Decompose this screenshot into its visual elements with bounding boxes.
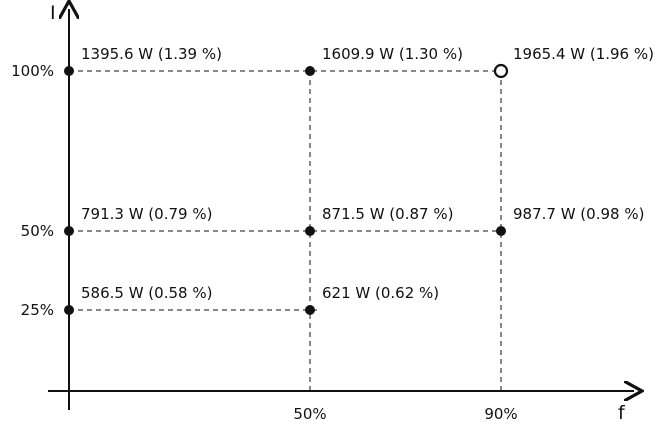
y-tick-label: 100% bbox=[11, 62, 54, 80]
data-point bbox=[496, 226, 506, 236]
y-tick-label: 50% bbox=[21, 222, 54, 240]
data-point-open bbox=[493, 63, 509, 79]
y-axis-title: I bbox=[50, 2, 56, 24]
data-label: 791.3 W (0.79 %) bbox=[81, 205, 212, 223]
data-label: 987.7 W (0.98 %) bbox=[513, 205, 644, 223]
data-label: 621 W (0.62 %) bbox=[322, 284, 439, 302]
data-label: 1965.4 W (1.96 %) bbox=[513, 45, 654, 63]
data-label: 1395.6 W (1.39 %) bbox=[81, 45, 222, 63]
data-label: 586.5 W (0.58 %) bbox=[81, 284, 212, 302]
guide-lines bbox=[69, 70, 502, 391]
data-label: 1609.9 W (1.30 %) bbox=[322, 45, 463, 63]
x-axis-title: f bbox=[618, 402, 626, 424]
data-point bbox=[305, 305, 315, 315]
data-points bbox=[64, 63, 509, 315]
y-tick-label: 25% bbox=[21, 301, 54, 319]
data-point bbox=[64, 305, 74, 315]
data-label: 871.5 W (0.87 %) bbox=[322, 205, 453, 223]
data-point bbox=[64, 226, 74, 236]
data-point bbox=[305, 66, 315, 76]
x-tick-label: 50% bbox=[293, 405, 326, 423]
x-tick-label: 90% bbox=[484, 405, 517, 423]
tick-labels: 100% 50% 25% 50% 90% bbox=[11, 62, 518, 423]
data-point bbox=[64, 66, 74, 76]
data-labels: 1395.6 W (1.39 %) 1609.9 W (1.30 %) 1965.4… bbox=[81, 45, 654, 302]
data-point bbox=[305, 226, 315, 236]
